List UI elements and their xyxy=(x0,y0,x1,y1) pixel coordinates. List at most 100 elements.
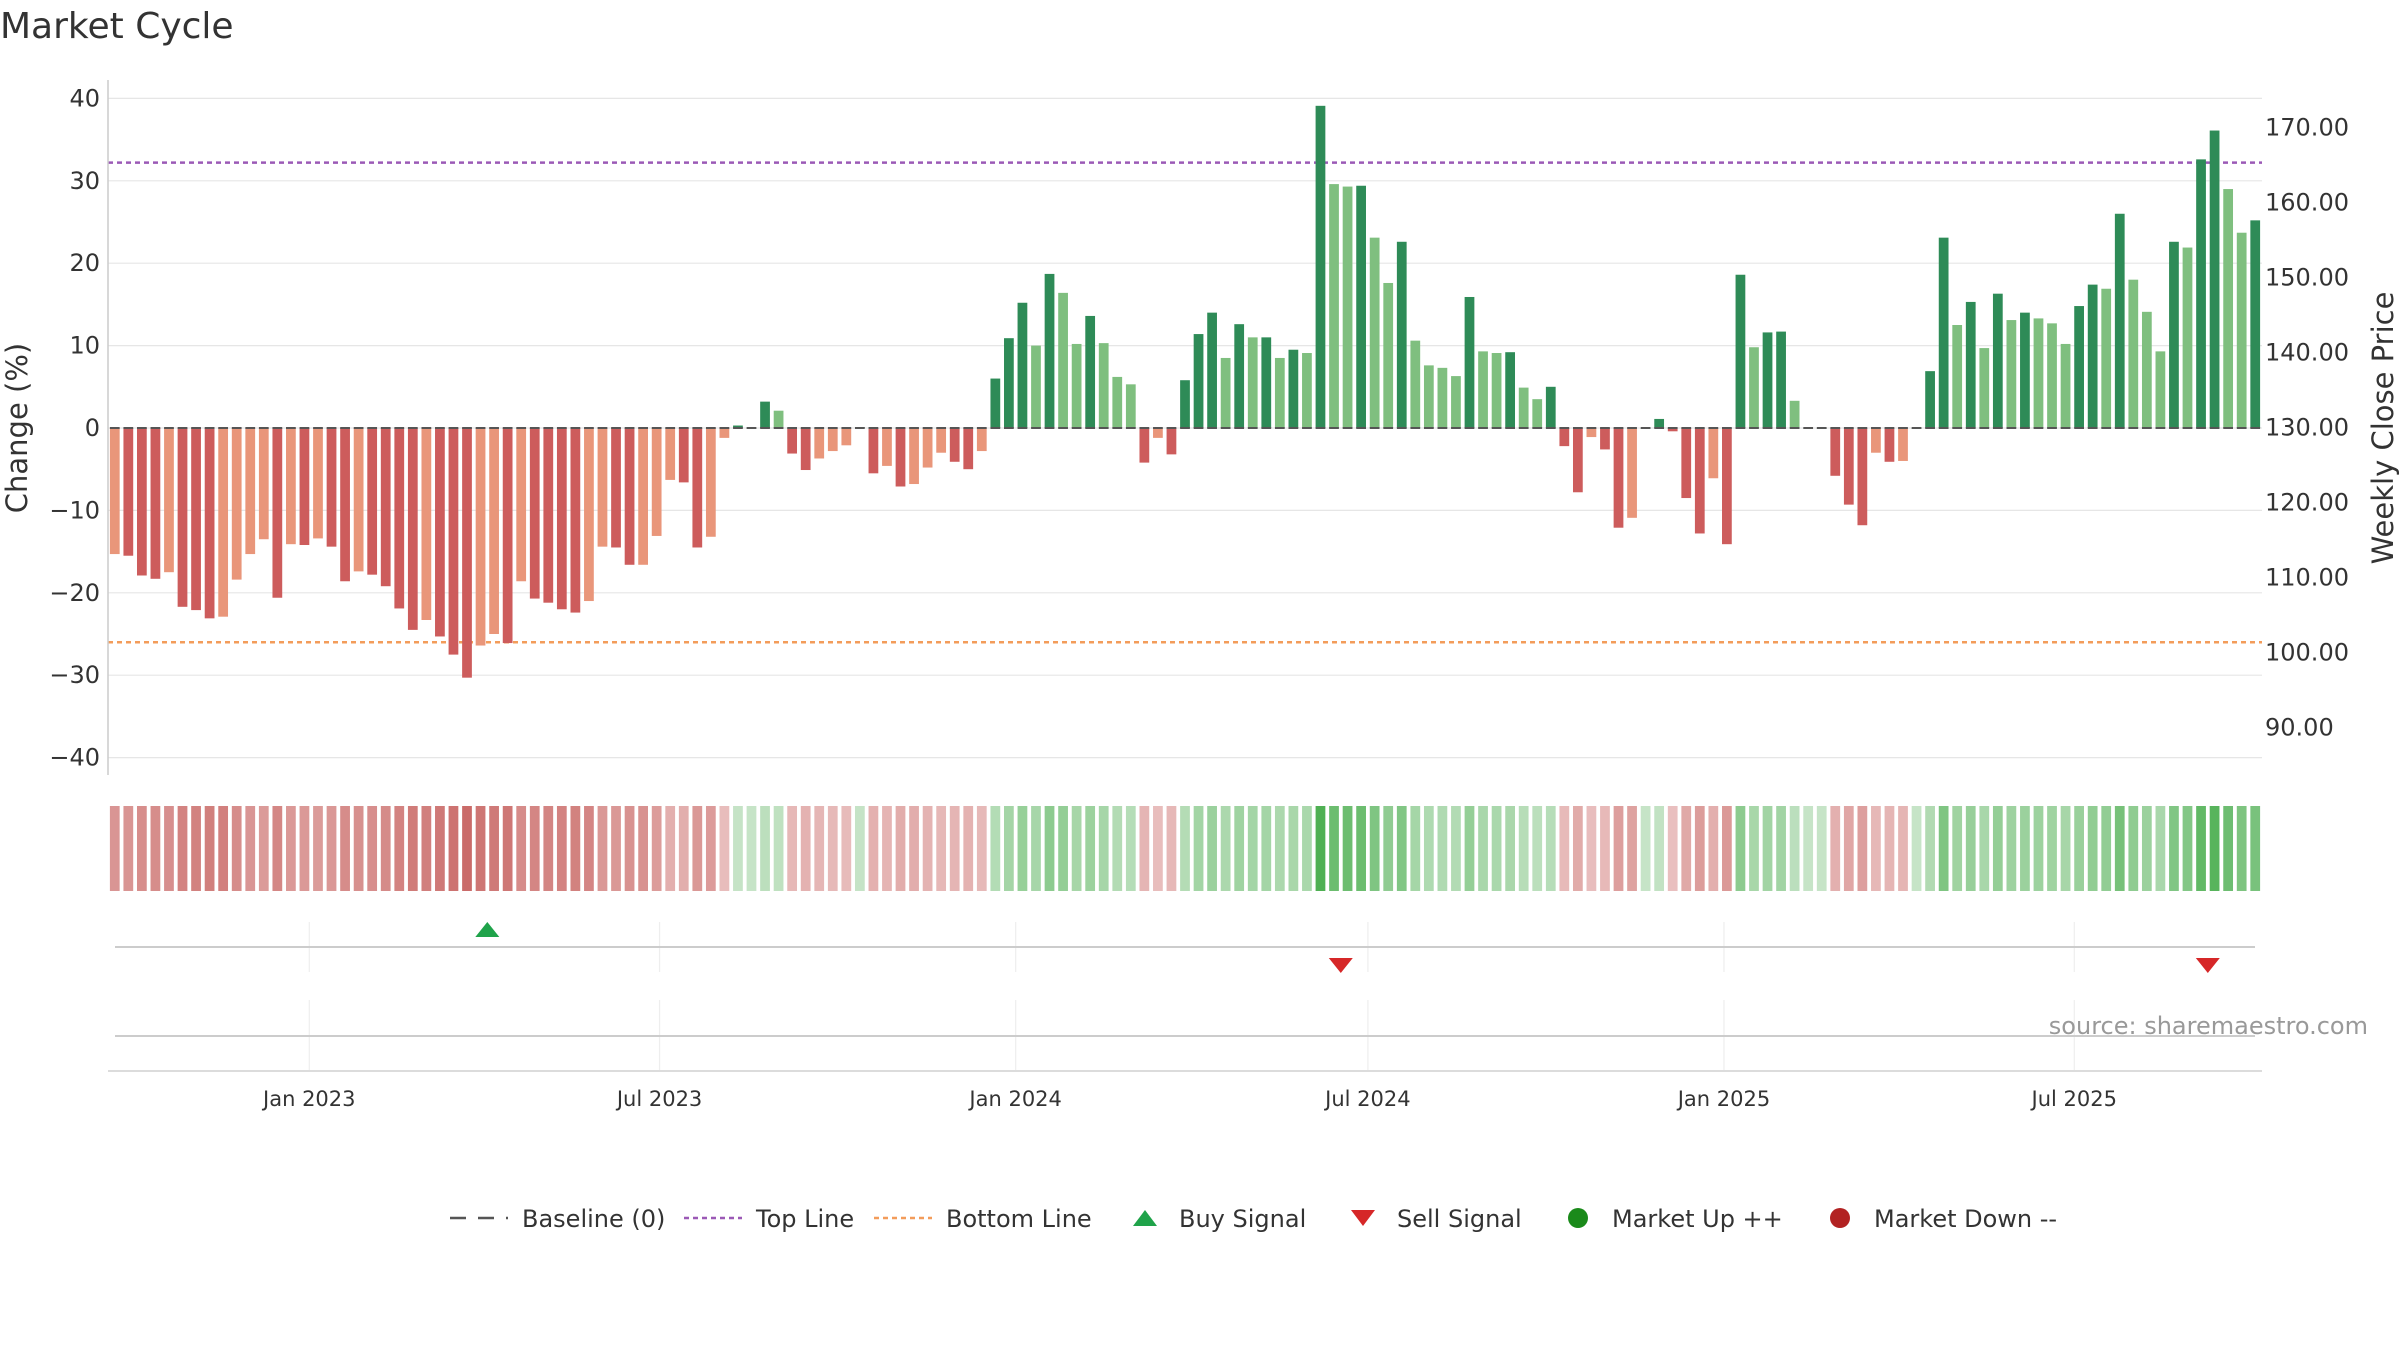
strip-cell xyxy=(1139,806,1150,891)
bar xyxy=(1938,237,1949,428)
strip-cell xyxy=(340,806,350,891)
strip-cell xyxy=(1491,806,1502,891)
strip-cell xyxy=(1749,806,1759,891)
strip-cell xyxy=(746,806,757,891)
strip-cell xyxy=(1857,806,1868,891)
bar xyxy=(1979,348,1990,428)
strip-cell xyxy=(841,806,852,891)
bar xyxy=(922,428,933,468)
strip-cell xyxy=(489,806,499,891)
bar xyxy=(1627,428,1637,518)
strip-cell xyxy=(1247,806,1258,891)
bar xyxy=(773,410,784,428)
legend: Baseline (0) Top Line Bottom Line Buy Signa… xyxy=(450,1205,2057,1233)
bar xyxy=(2074,306,2084,428)
bar xyxy=(2033,318,2044,428)
bar xyxy=(827,428,838,452)
bar xyxy=(800,428,811,471)
strip-cell xyxy=(868,806,879,891)
bar xyxy=(2047,323,2057,428)
strip-cell xyxy=(380,806,391,891)
bar xyxy=(2141,311,2152,428)
bar xyxy=(313,428,323,539)
strip-cell xyxy=(705,806,716,891)
strip-cell xyxy=(2087,806,2098,891)
bar xyxy=(1017,302,1028,428)
legend-swatch xyxy=(1568,1208,1588,1228)
strip-cell xyxy=(895,806,906,891)
bar xyxy=(272,428,283,598)
bar xyxy=(204,428,215,619)
y2-tick-label: 130.00 xyxy=(2265,414,2349,442)
bar xyxy=(435,428,445,637)
strip-cell xyxy=(1098,806,1109,891)
strip-cell xyxy=(529,806,540,891)
strip-cell xyxy=(638,806,648,891)
strip-cell xyxy=(407,806,418,891)
strip-cell xyxy=(909,806,919,891)
strip-cell xyxy=(1694,806,1705,891)
bar xyxy=(2087,284,2098,428)
bar xyxy=(1559,428,1570,447)
strip-cell xyxy=(733,806,743,891)
strip-cell xyxy=(299,806,310,891)
strip-cell xyxy=(2250,806,2261,891)
x-tick-label: Jan 2024 xyxy=(967,1087,1062,1111)
strip-cell xyxy=(1288,806,1299,891)
strip-cell xyxy=(678,806,689,891)
bar xyxy=(678,428,689,483)
bar xyxy=(1180,380,1190,428)
axes: 40 30 20 10 0 −10 −20 −30 −40 170.00 160.00 150.00 1… xyxy=(49,80,2349,775)
y-tick-label: 0 xyxy=(85,414,100,442)
strip-cell xyxy=(949,806,960,891)
strip-cell xyxy=(1423,806,1434,891)
bar xyxy=(177,428,188,607)
bar xyxy=(1004,338,1014,428)
strip-cell xyxy=(854,806,865,891)
y2-tick-label: 140.00 xyxy=(2265,338,2349,366)
strip-cell xyxy=(435,806,445,891)
bar xyxy=(2169,241,2179,428)
legend-item: Buy Signal xyxy=(1133,1205,1306,1233)
bar xyxy=(1329,184,1339,428)
strip-cell xyxy=(2209,806,2220,891)
bar xyxy=(2155,351,2166,428)
bar xyxy=(407,428,418,630)
strip-cell xyxy=(1071,806,1082,891)
y2-tick-label: 160.00 xyxy=(2265,188,2349,216)
bar xyxy=(502,428,513,644)
legend-swatch xyxy=(1133,1210,1157,1226)
strip-cell xyxy=(556,806,567,891)
strip-cell xyxy=(164,806,174,891)
strip-cell xyxy=(882,806,892,891)
bar xyxy=(1031,345,1041,428)
legend-item: Bottom Line xyxy=(874,1205,1092,1233)
bar xyxy=(1722,428,1732,545)
strip-cell xyxy=(1410,806,1421,891)
bar xyxy=(1451,376,1461,428)
strip-cell xyxy=(2101,806,2112,891)
legend-label: Market Down -- xyxy=(1874,1205,2057,1233)
strip-cell xyxy=(1437,806,1448,891)
bar xyxy=(719,428,730,438)
sell-signal-marker xyxy=(2195,958,2220,973)
strip-cell xyxy=(760,806,770,891)
strip-cell xyxy=(990,806,1001,891)
legend-swatch xyxy=(1351,1210,1375,1226)
strip-cell xyxy=(1938,806,1949,891)
bar xyxy=(1071,343,1082,428)
strip-cell xyxy=(1031,806,1041,891)
bar xyxy=(1058,292,1068,428)
strip-cell xyxy=(936,806,947,891)
strip-cell xyxy=(218,806,229,891)
bar xyxy=(814,428,825,459)
strip-cell xyxy=(963,806,974,891)
y-tick-label: −30 xyxy=(49,661,100,689)
bar xyxy=(1288,349,1299,428)
reference-lines xyxy=(108,161,2262,644)
strip-cell xyxy=(611,806,621,891)
bar xyxy=(218,428,229,617)
y2-tick-label: 150.00 xyxy=(2265,263,2349,291)
bar xyxy=(1410,340,1421,428)
bar xyxy=(1274,357,1285,428)
